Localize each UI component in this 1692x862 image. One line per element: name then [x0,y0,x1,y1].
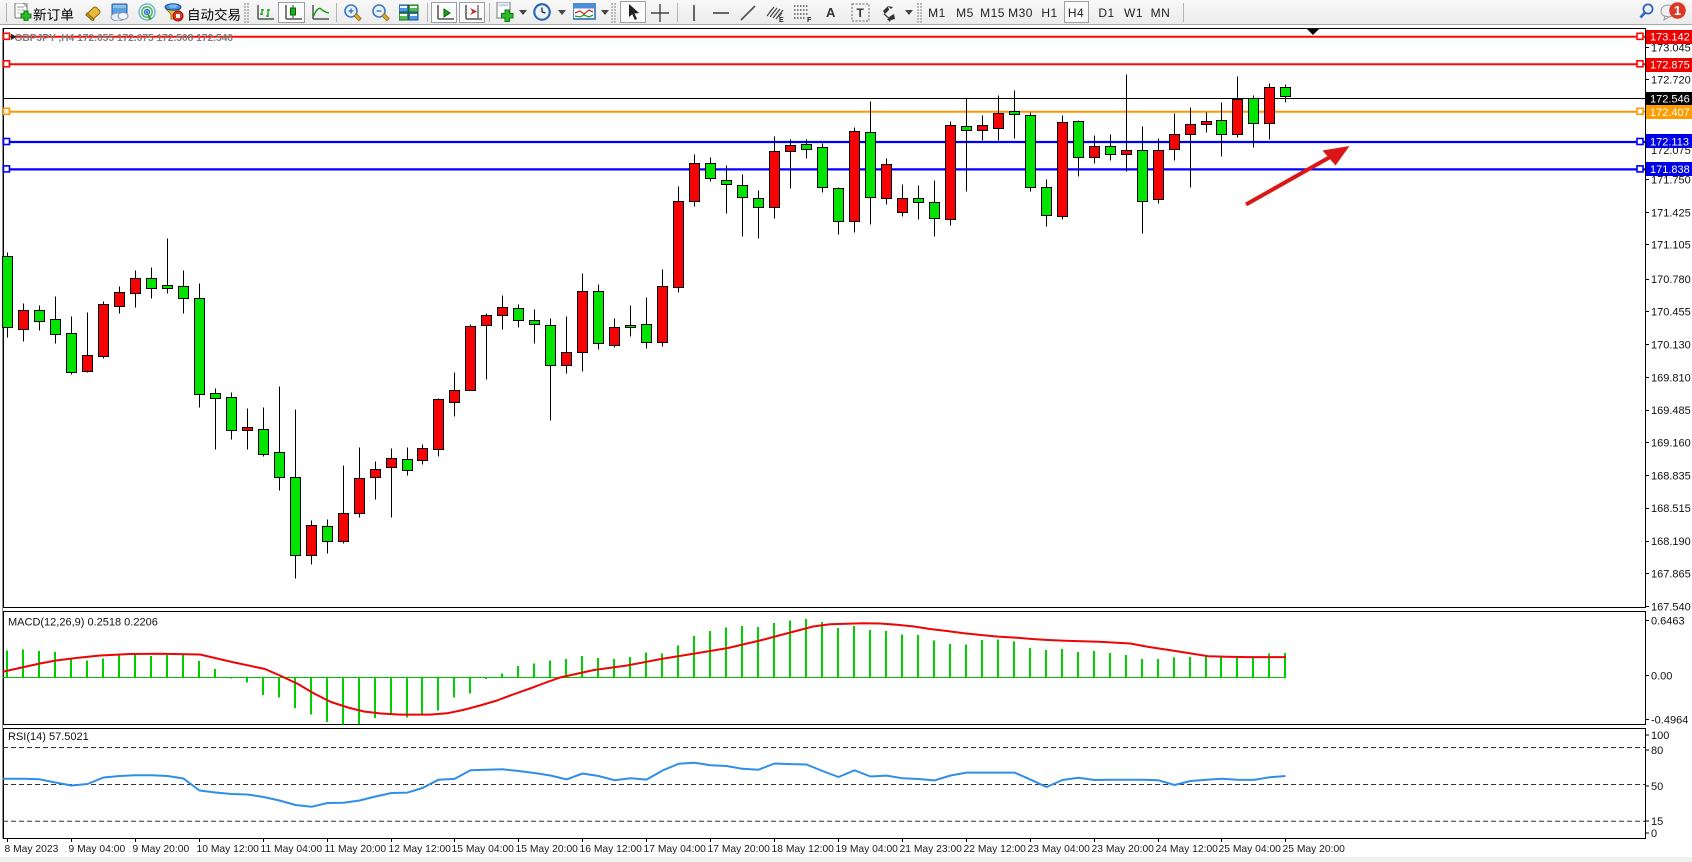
svg-text:172.720: 172.720 [1651,75,1691,87]
svg-text:RSI(14) 57.5021: RSI(14) 57.5021 [8,731,89,743]
svg-text:22 May 12:00: 22 May 12:00 [964,844,1027,855]
svg-text:171.750: 171.750 [1651,175,1691,187]
svg-text:GBPJPY ,H4 172.655 172.675 17: GBPJPY ,H4 172.655 172.675 172.508 172.5… [15,33,234,44]
svg-text:0.6463: 0.6463 [1651,616,1685,628]
svg-text:15 May 20:00: 15 May 20:00 [516,844,579,855]
svg-text:15 May 04:00: 15 May 04:00 [452,844,515,855]
svg-text:11 May 04:00: 11 May 04:00 [261,844,323,855]
svg-text:172.113: 172.113 [1650,137,1689,149]
svg-text:172.546: 172.546 [1650,94,1690,106]
svg-text:F: F [807,17,812,23]
svg-text:9 May 20:00: 9 May 20:00 [133,844,190,855]
svg-text:172.407: 172.407 [1650,107,1690,119]
svg-text:23 May 20:00: 23 May 20:00 [1092,844,1155,855]
svg-text:24 May 12:00: 24 May 12:00 [1156,844,1219,855]
svg-text:9 May 04:00: 9 May 04:00 [69,844,126,855]
svg-text:8 May 2023: 8 May 2023 [5,844,59,855]
svg-text:12 May 12:00: 12 May 12:00 [389,844,452,855]
svg-text:10 May 12:00: 10 May 12:00 [197,844,260,855]
svg-text:T: T [857,6,865,20]
svg-text:E: E [779,17,784,23]
svg-text:50: 50 [1651,781,1663,793]
svg-text:169.485: 169.485 [1651,405,1691,417]
svg-text:170.455: 170.455 [1651,307,1691,319]
svg-text:100: 100 [1651,730,1669,742]
svg-text:168.835: 168.835 [1651,471,1691,483]
svg-text:18 May 12:00: 18 May 12:00 [772,844,835,855]
svg-text:171.425: 171.425 [1651,208,1691,220]
svg-text:169.160: 169.160 [1651,438,1691,450]
svg-text:21 May 23:00: 21 May 23:00 [900,844,963,855]
svg-text:25 May 04:00: 25 May 04:00 [1219,844,1282,855]
svg-text:25 May 20:00: 25 May 20:00 [1283,844,1346,855]
svg-text:170.130: 170.130 [1651,340,1691,352]
svg-text:167.865: 167.865 [1651,569,1691,581]
svg-text:MACD(12,26,9) 0.2518 0.2206: MACD(12,26,9) 0.2518 0.2206 [8,617,158,629]
svg-text:0: 0 [1651,828,1657,840]
svg-text:17 May 04:00: 17 May 04:00 [644,844,707,855]
svg-text:172.875: 172.875 [1650,60,1690,72]
svg-text:171.838: 171.838 [1650,164,1690,176]
svg-text:173.142: 173.142 [1650,32,1690,44]
svg-text:168.190: 168.190 [1651,536,1691,548]
svg-text:173.045: 173.045 [1651,43,1691,55]
svg-text:171.105: 171.105 [1651,240,1691,252]
svg-text:170.780: 170.780 [1651,274,1691,286]
svg-text:169.810: 169.810 [1651,373,1691,385]
svg-text:19 May 04:00: 19 May 04:00 [836,844,899,855]
svg-text:167.540: 167.540 [1651,602,1691,614]
svg-text:17 May 20:00: 17 May 20:00 [708,844,771,855]
svg-text:1: 1 [1674,3,1681,18]
svg-text:11 May 20:00: 11 May 20:00 [325,844,387,855]
svg-text:23 May 04:00: 23 May 04:00 [1028,844,1091,855]
svg-text:-0.4964: -0.4964 [1651,715,1688,727]
svg-text:0.00: 0.00 [1651,671,1672,683]
svg-text:15: 15 [1651,816,1663,828]
svg-text:168.515: 168.515 [1651,503,1691,515]
svg-text:80: 80 [1651,745,1663,757]
svg-text:16 May 12:00: 16 May 12:00 [580,844,643,855]
